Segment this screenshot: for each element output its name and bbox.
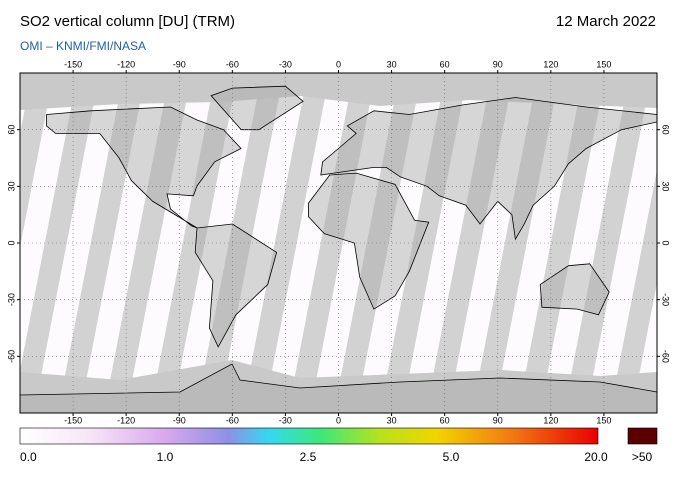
lon-label: -120 — [117, 415, 135, 425]
lat-label: -60 — [6, 350, 16, 363]
greenland — [210, 85, 304, 131]
lat-label: 60 — [6, 125, 16, 135]
africa — [307, 172, 430, 310]
lon-label: 120 — [543, 59, 558, 69]
eurasia — [320, 97, 657, 241]
south-america — [194, 223, 278, 348]
lat-label: -30 — [6, 293, 16, 306]
lon-label: 150 — [596, 415, 611, 425]
lon-label: -150 — [64, 415, 82, 425]
antarctica — [20, 363, 657, 413]
australia — [539, 263, 610, 316]
title: SO2 vertical column [DU] (TRM) — [20, 13, 235, 30]
colorbar-label: 20.0 — [584, 450, 608, 464]
colorbar-label: 0.0 — [20, 450, 37, 464]
polar-no-data — [20, 73, 657, 110]
lat-label: -30 — [661, 293, 671, 306]
lon-label: -90 — [173, 415, 186, 425]
lon-label: 120 — [543, 415, 558, 425]
colorbar — [19, 427, 599, 445]
lon-label: -90 — [173, 59, 186, 69]
lat-label: -60 — [661, 350, 671, 363]
colorbar-label: 5.0 — [443, 450, 460, 464]
land — [20, 85, 657, 413]
date: 12 March 2022 — [556, 13, 656, 30]
colorbar-overflow — [627, 427, 658, 445]
colorbar-label: 1.0 — [157, 450, 174, 464]
lon-label: 30 — [387, 59, 397, 69]
lat-label: 0 — [6, 240, 16, 245]
lon-label: -120 — [117, 59, 135, 69]
lon-label: 60 — [440, 415, 450, 425]
lat-label: 0 — [661, 240, 671, 245]
lon-label: -60 — [226, 415, 239, 425]
lon-label: -30 — [279, 415, 292, 425]
colorbar-label: >50 — [632, 450, 653, 464]
lat-label: 30 — [6, 181, 16, 191]
lon-label: -30 — [279, 59, 292, 69]
source: OMI – KNMI/FMI/NASA — [20, 39, 146, 53]
north-america — [46, 106, 242, 229]
colorbar-label: 2.5 — [300, 450, 317, 464]
lon-label: 0 — [336, 415, 341, 425]
lon-label: 0 — [336, 59, 341, 69]
lon-label: -60 — [226, 59, 239, 69]
lon-label: 90 — [493, 415, 503, 425]
lat-label: 30 — [661, 181, 671, 191]
lon-label: 90 — [493, 59, 503, 69]
lat-label: 60 — [661, 125, 671, 135]
lon-label: 60 — [440, 59, 450, 69]
lon-label: -150 — [64, 59, 82, 69]
lon-label: 30 — [387, 415, 397, 425]
lon-label: 150 — [596, 59, 611, 69]
